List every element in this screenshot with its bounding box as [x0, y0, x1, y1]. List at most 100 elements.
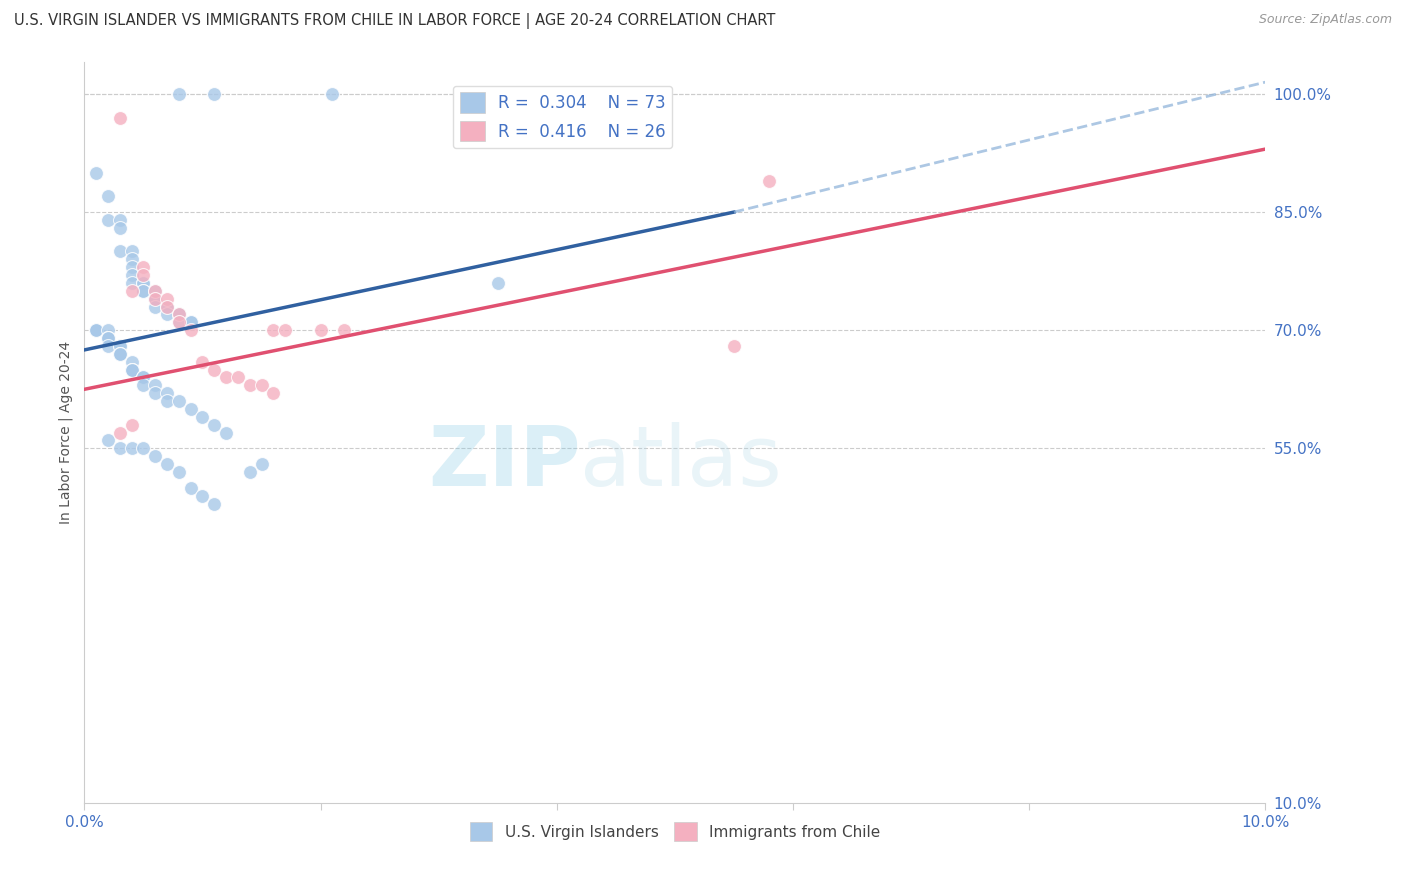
Point [132, 284, 155, 298]
Point [121, 355, 143, 369]
Point [156, 300, 179, 314]
Point [239, 378, 262, 392]
Point [202, 417, 225, 432]
Point [180, 315, 202, 329]
Point [180, 323, 202, 337]
Point [143, 378, 166, 392]
Point [202, 496, 225, 510]
Point [84, 166, 107, 180]
Point [132, 276, 155, 290]
Point [132, 284, 155, 298]
Point [121, 417, 143, 432]
Point [108, 347, 131, 361]
Point [97, 323, 120, 337]
Point [758, 173, 780, 187]
Point [143, 292, 166, 306]
Point [97, 213, 120, 227]
Point [202, 87, 225, 101]
Point [321, 87, 343, 101]
Point [143, 284, 166, 298]
Point [191, 489, 214, 503]
Point [108, 425, 131, 440]
Y-axis label: In Labor Force | Age 20-24: In Labor Force | Age 20-24 [59, 341, 73, 524]
Point [180, 481, 202, 495]
Point [108, 339, 131, 353]
Point [143, 292, 166, 306]
Point [143, 284, 166, 298]
Point [108, 213, 131, 227]
Point [121, 268, 143, 282]
Point [143, 292, 166, 306]
Point [309, 323, 332, 337]
Point [108, 244, 131, 259]
Point [215, 425, 238, 440]
Point [167, 87, 190, 101]
Point [132, 268, 155, 282]
Point [156, 300, 179, 314]
Point [180, 402, 202, 417]
Point [121, 284, 143, 298]
Point [97, 434, 120, 448]
Point [156, 394, 179, 409]
Point [156, 292, 179, 306]
Point [156, 300, 179, 314]
Point [132, 370, 155, 384]
Point [97, 339, 120, 353]
Point [250, 457, 273, 471]
Legend: U.S. Virgin Islanders, Immigrants from Chile: U.S. Virgin Islanders, Immigrants from C… [464, 816, 886, 847]
Point [121, 362, 143, 376]
Point [121, 362, 143, 376]
Point [167, 315, 190, 329]
Point [167, 465, 190, 479]
Point [202, 362, 225, 376]
Point [167, 315, 190, 329]
Point [156, 308, 179, 322]
Point [97, 331, 120, 345]
Point [156, 457, 179, 471]
Point [108, 220, 131, 235]
Point [167, 308, 190, 322]
Point [191, 355, 214, 369]
Point [108, 111, 131, 125]
Point [121, 276, 143, 290]
Point [262, 386, 284, 401]
Point [97, 331, 120, 345]
Text: atlas: atlas [581, 422, 782, 503]
Point [84, 323, 107, 337]
Point [156, 386, 179, 401]
Point [84, 323, 107, 337]
Point [108, 347, 131, 361]
Point [239, 465, 262, 479]
Text: Source: ZipAtlas.com: Source: ZipAtlas.com [1258, 13, 1392, 27]
Point [121, 260, 143, 275]
Point [97, 189, 120, 203]
Point [143, 300, 166, 314]
Point [167, 308, 190, 322]
Point [108, 442, 131, 456]
Point [121, 442, 143, 456]
Point [84, 323, 107, 337]
Point [143, 386, 166, 401]
Point [723, 339, 745, 353]
Point [132, 370, 155, 384]
Point [226, 370, 249, 384]
Point [274, 323, 297, 337]
Point [121, 252, 143, 267]
Point [333, 323, 356, 337]
Point [132, 260, 155, 275]
Point [84, 323, 107, 337]
Text: ZIP: ZIP [427, 422, 581, 503]
Point [121, 362, 143, 376]
Point [167, 308, 190, 322]
Point [108, 347, 131, 361]
Point [97, 331, 120, 345]
Point [132, 442, 155, 456]
Point [121, 244, 143, 259]
Point [167, 394, 190, 409]
Point [250, 378, 273, 392]
Point [262, 323, 284, 337]
Point [191, 409, 214, 424]
Point [108, 339, 131, 353]
Point [132, 276, 155, 290]
Text: U.S. VIRGIN ISLANDER VS IMMIGRANTS FROM CHILE IN LABOR FORCE | AGE 20-24 CORRELA: U.S. VIRGIN ISLANDER VS IMMIGRANTS FROM … [14, 13, 776, 29]
